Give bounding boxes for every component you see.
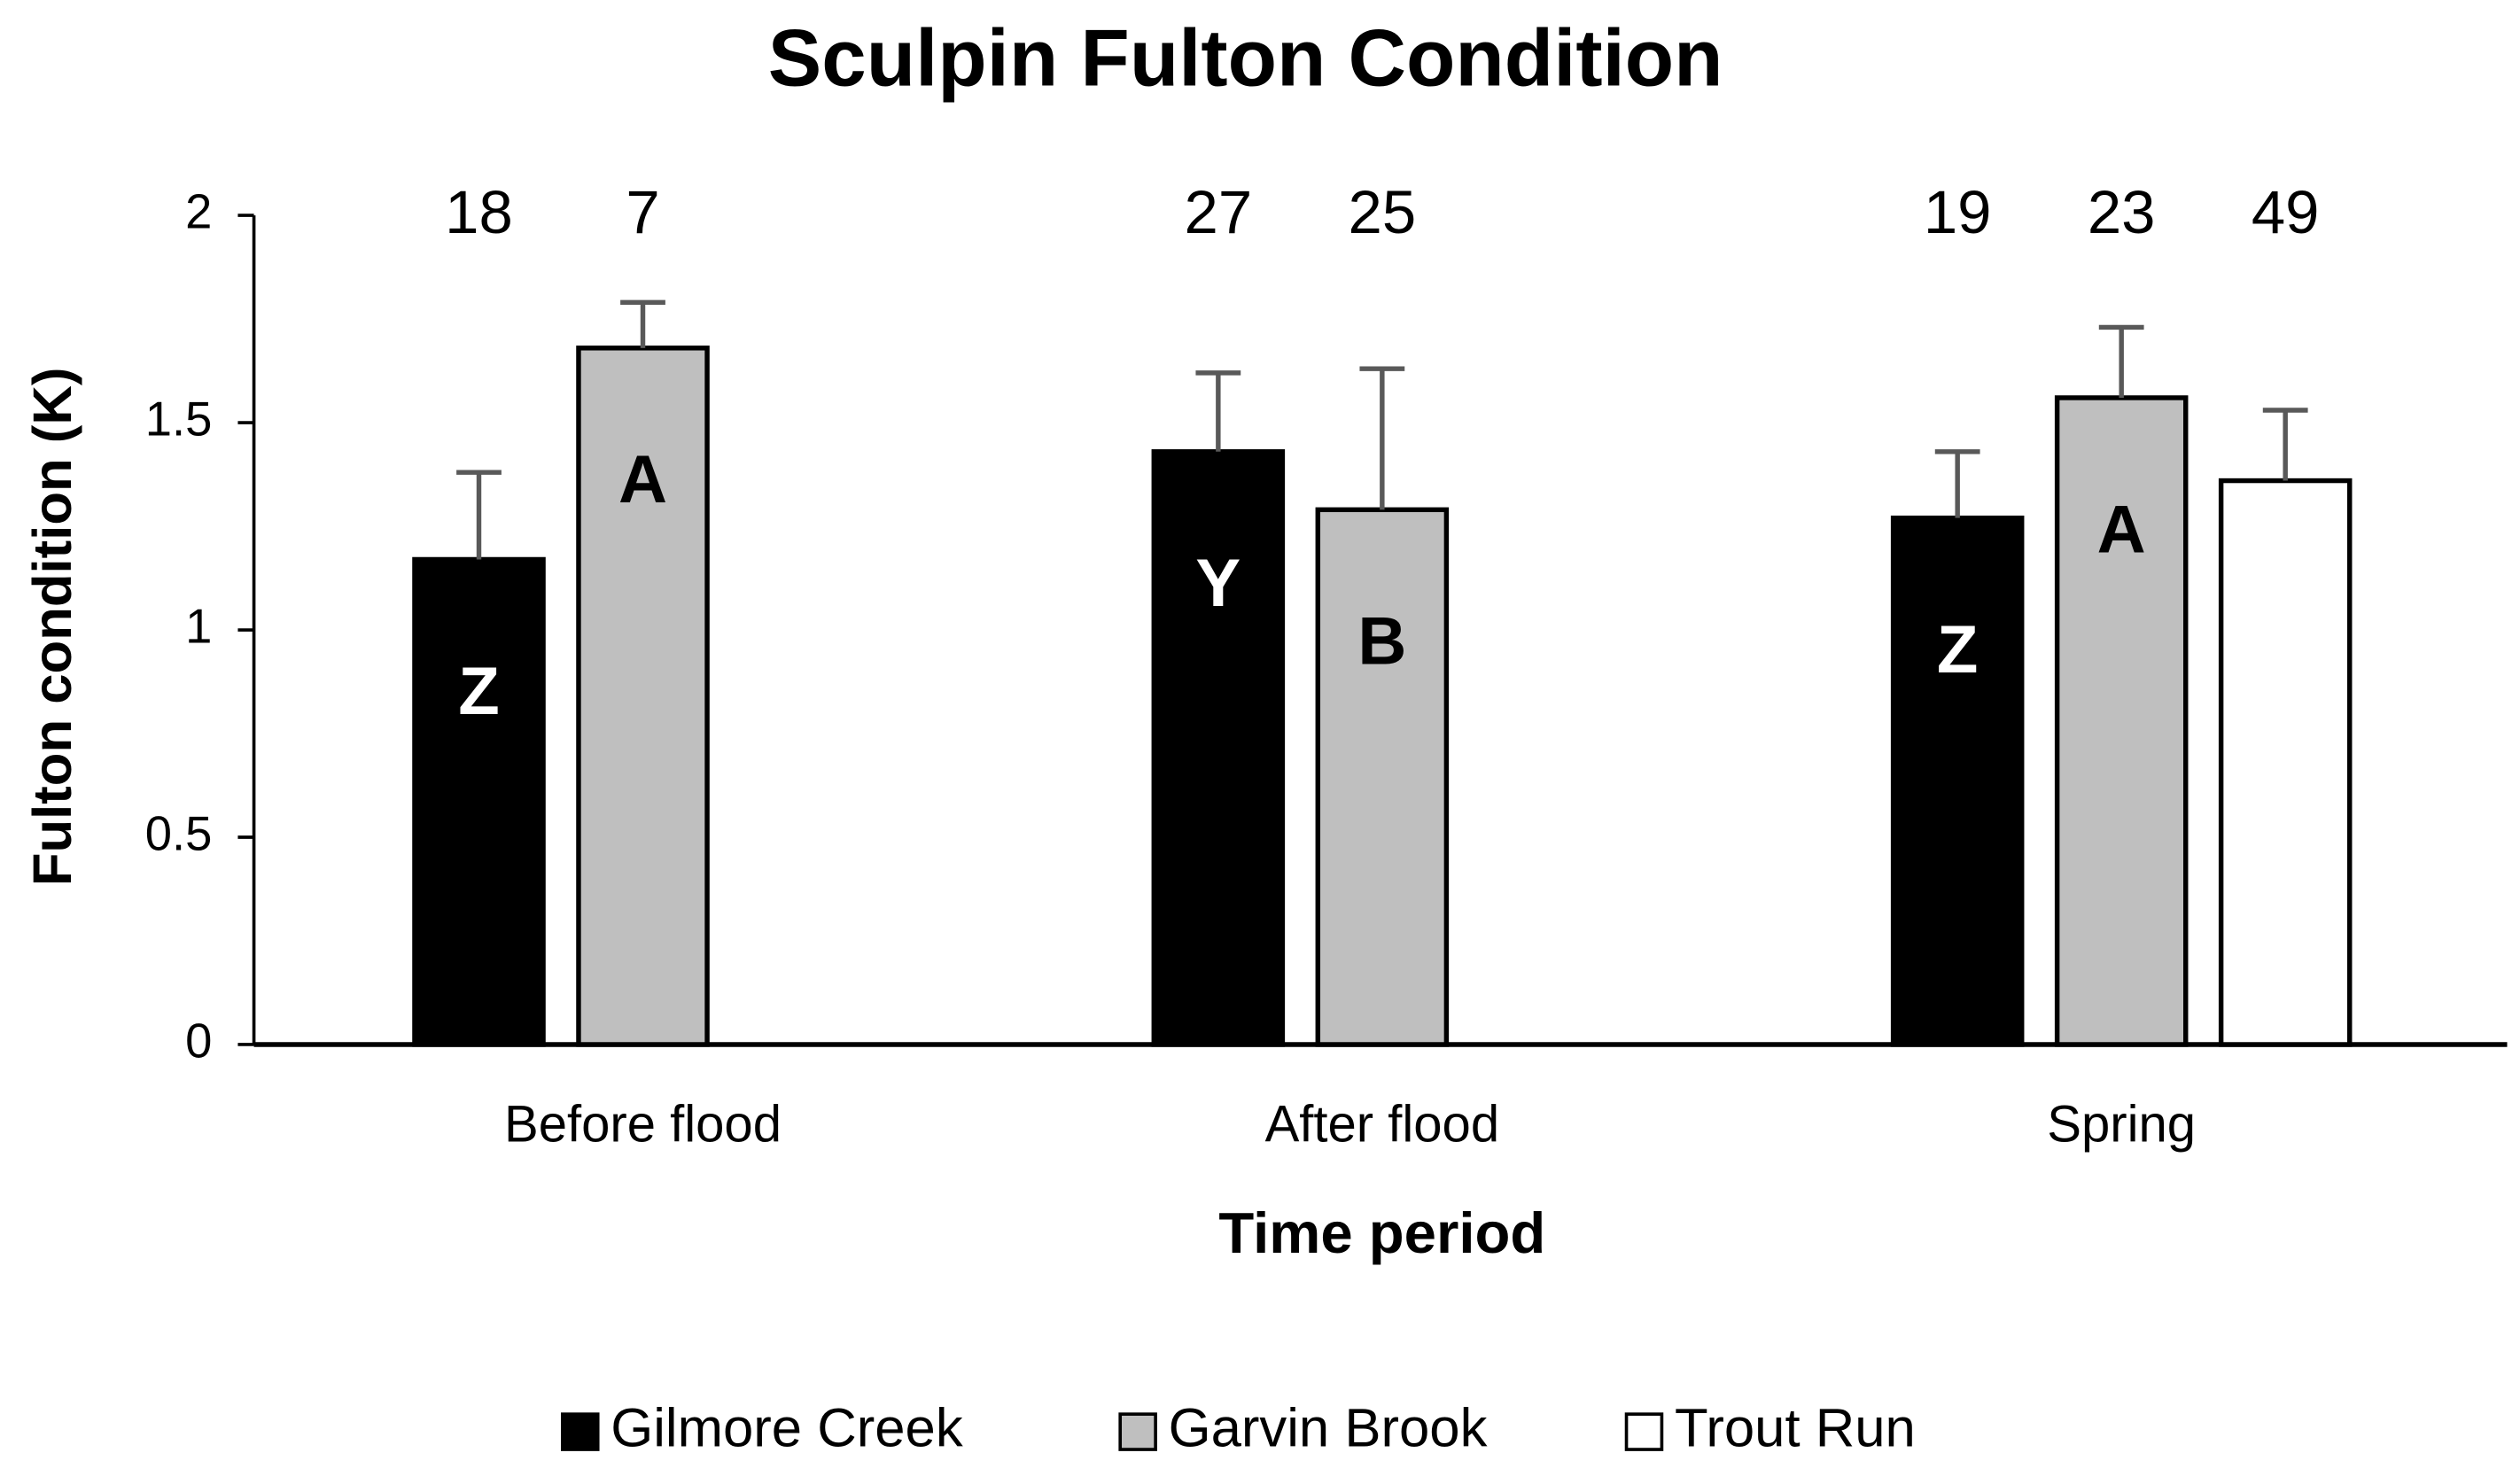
sample-size: 7 xyxy=(626,178,659,246)
y-tick-label: 2 xyxy=(185,184,212,238)
legend-label: Gilmore Creek xyxy=(611,1397,963,1458)
significance-letter: A xyxy=(618,442,667,517)
significance-letter: Z xyxy=(458,654,500,729)
x-tick-label: Before flood xyxy=(504,1096,782,1154)
legend-swatch xyxy=(1624,1412,1664,1451)
y-tick-label: 1.5 xyxy=(145,392,213,446)
sample-size: 19 xyxy=(1924,178,1992,246)
y-tick-label: 0 xyxy=(185,1014,212,1068)
y-tick-label: 0.5 xyxy=(145,806,213,860)
x-tick-label: Spring xyxy=(2047,1096,2196,1154)
legend-swatch xyxy=(561,1412,600,1451)
sample-size: 25 xyxy=(1349,178,1417,246)
sample-size: 23 xyxy=(2088,178,2156,246)
y-axis-title: Fulton condition (K) xyxy=(22,368,83,887)
significance-letter: Y xyxy=(1195,546,1241,621)
bar xyxy=(1890,515,2025,1047)
significance-letter: B xyxy=(1357,604,1406,680)
legend-swatch xyxy=(1118,1412,1157,1451)
bar xyxy=(412,556,546,1047)
significance-letter: Z xyxy=(1937,612,1979,688)
bar xyxy=(2054,395,2189,1047)
sample-size: 27 xyxy=(1185,178,1253,246)
y-tick-label: 1 xyxy=(185,599,212,653)
legend-label: Trout Run xyxy=(1675,1397,1916,1458)
x-tick-label: After flood xyxy=(1265,1096,1500,1154)
x-axis-title: Time period xyxy=(1218,1200,1545,1265)
significance-letter: A xyxy=(2097,492,2146,567)
chart-title: Sculpin Fulton Condition xyxy=(768,14,1723,104)
sample-size: 49 xyxy=(2252,178,2320,246)
sample-size: 18 xyxy=(445,178,513,246)
bar xyxy=(2218,478,2353,1047)
bar xyxy=(1151,449,1286,1047)
bar xyxy=(1315,507,1450,1047)
legend-label: Garvin Brook xyxy=(1169,1397,1488,1458)
